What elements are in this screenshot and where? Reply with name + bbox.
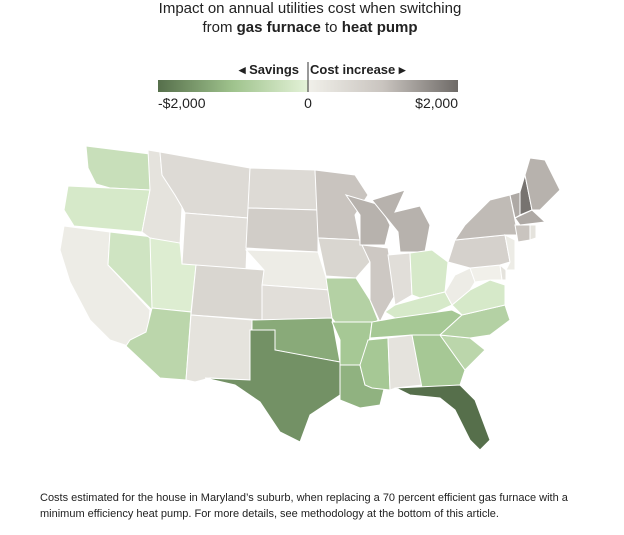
title-part: heat pump <box>342 19 418 36</box>
state <box>204 329 353 443</box>
state <box>245 207 319 253</box>
state <box>529 224 537 241</box>
state <box>524 157 561 211</box>
state <box>409 249 449 299</box>
state <box>514 224 531 243</box>
legend-tick-label: -$2,000 <box>158 95 206 111</box>
state <box>394 384 491 451</box>
state <box>504 234 516 271</box>
state <box>514 209 547 226</box>
title-part: to <box>321 19 342 36</box>
state <box>317 237 371 279</box>
state <box>499 263 507 281</box>
title-part: from <box>202 19 236 36</box>
state <box>371 189 431 253</box>
map-figure: Impact on annual utilities cost when swi… <box>59 0 561 451</box>
state <box>411 334 466 389</box>
state <box>387 334 423 391</box>
state <box>185 314 253 383</box>
title-part: gas furnace <box>237 19 321 36</box>
legend-right-label: Cost increase ▸ <box>310 62 407 77</box>
title-line2: from gas furnace to heat pump <box>202 19 417 36</box>
state <box>85 145 151 191</box>
state <box>63 185 151 233</box>
title-line1: Impact on annual utilities cost when swi… <box>159 0 462 17</box>
legend-tick-label: 0 <box>304 95 312 111</box>
legend-tick-label: $2,000 <box>415 95 458 111</box>
state <box>190 264 265 321</box>
state <box>261 284 333 321</box>
state <box>453 194 519 241</box>
legend-left-label: ◂ Savings <box>238 62 299 77</box>
state <box>181 212 249 271</box>
states <box>59 145 561 451</box>
state <box>247 167 319 211</box>
footnote: Costs estimated for the house in Marylan… <box>40 492 568 520</box>
